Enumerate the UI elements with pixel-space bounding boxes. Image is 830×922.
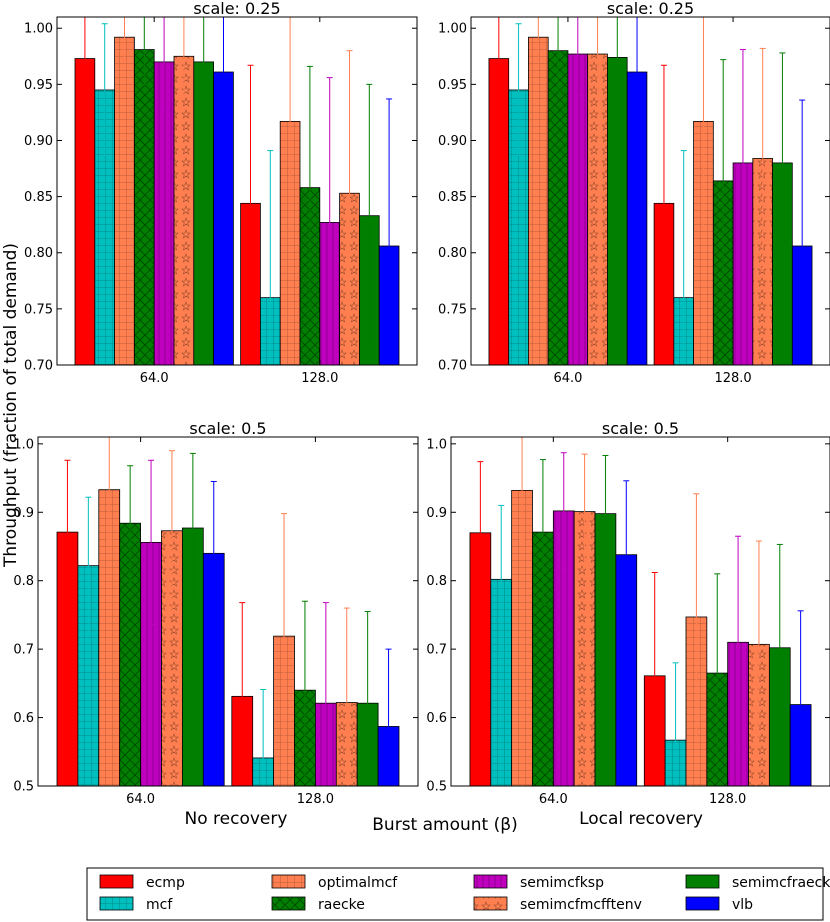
bar-hatch-mcf-64.0 xyxy=(94,89,115,365)
bar-hatch-semimcfksp-64.0 xyxy=(553,510,575,786)
y-tick-label: 0.70 xyxy=(24,359,53,374)
x-tick-label: 128.0 xyxy=(297,792,334,807)
x-axis-label: Burst amount (β) xyxy=(372,815,517,835)
x-tick-label: 64.0 xyxy=(140,371,169,386)
legend: ecmp mcf optimalmcf raecke semimcfksp semimcf… xyxy=(86,867,830,921)
bar-hatch-mcf-64.0 xyxy=(77,565,99,786)
x-tick-label: 128.0 xyxy=(709,792,746,807)
y-tick-label: 1.0 xyxy=(13,437,34,452)
legend-swatch-semimcfraecke xyxy=(685,874,720,889)
legend-swatch-vlb xyxy=(685,896,720,911)
legend-swatch-hatch-semimcfmcfftenv xyxy=(474,897,507,910)
y-tick-label: 0.75 xyxy=(24,302,53,317)
y-tick-label: 1.0 xyxy=(426,437,447,452)
bar-hatch-mcf-64.0 xyxy=(490,579,512,786)
bar-ecmp-64.0 xyxy=(488,58,510,365)
bar-hatch-optimalmcf-64.0 xyxy=(528,37,549,365)
chart-title: scale: 0.25 xyxy=(607,0,694,18)
chart-panel-2: 0.70 0.75 0.80 0.85 0.90 0.95 1.00 64.0 128.0 sca… xyxy=(438,0,830,386)
y-tick-label: 0.70 xyxy=(438,359,467,374)
legend-swatch-hatch-optimalmcf xyxy=(272,875,305,888)
chart-title: scale: 0.5 xyxy=(189,419,266,438)
plot-frame xyxy=(450,436,830,787)
y-tick-label: 0.6 xyxy=(426,711,447,726)
y-tick-label: 0.9 xyxy=(13,506,34,521)
y-tick-label: 0.85 xyxy=(438,190,467,205)
y-tick-label: 0.9 xyxy=(426,506,447,521)
bar-hatch-optimalmcf-64.0 xyxy=(511,490,533,786)
bar-hatch-optimalmcf-64.0 xyxy=(98,489,120,786)
y-tick-label: 0.95 xyxy=(438,78,467,93)
legend-swatch-hatch-raecke xyxy=(272,897,305,910)
y-tick-label: 1.00 xyxy=(24,22,53,37)
chart-title: scale: 0.25 xyxy=(193,0,280,18)
legend-label-ecmp: ecmp xyxy=(146,875,185,891)
x-tick-label: 64.0 xyxy=(539,792,568,807)
bar-hatch-raecke-64.0 xyxy=(548,50,568,365)
bar-hatch-semimcfmcfftenv-64.0 xyxy=(574,511,596,786)
bar-hatch-raecke-64.0 xyxy=(119,523,141,786)
bar-hatch-optimalmcf-128.0 xyxy=(280,121,300,365)
bars xyxy=(469,437,812,786)
chart-panel-3: 0.5 0.6 0.7 0.8 0.9 1.0 64.0 128.0 scale: 0.5 xyxy=(13,419,419,807)
chart-panel-4: 0.5 0.6 0.7 0.8 0.9 1.0 64.0 128.0 scale: 0.5 xyxy=(426,419,830,807)
x-tick-label: 64.0 xyxy=(553,371,582,386)
y-tick-label: 0.95 xyxy=(24,78,53,93)
y-tick-label: 0.80 xyxy=(24,246,53,261)
y-tick-label: 0.7 xyxy=(13,643,34,658)
legend-label-optimalmcf: optimalmcf xyxy=(318,875,398,891)
bar-hatch-raecke-64.0 xyxy=(134,49,155,365)
bar-hatch-optimalmcf-128.0 xyxy=(693,121,714,365)
bar-hatch-semimcfmcfftenv-64.0 xyxy=(161,530,183,786)
bar-hatch-raecke-64.0 xyxy=(532,532,554,786)
y-tick-label: 0.75 xyxy=(438,302,467,317)
column-label-local-recovery: Local recovery xyxy=(579,809,703,829)
bar-hatch-semimcfksp-64.0 xyxy=(567,54,588,365)
y-tick-label: 0.90 xyxy=(24,134,53,149)
chart-panel-1: 0.70 0.75 0.80 0.85 0.90 0.95 1.00 64.0 128.0 sca… xyxy=(24,0,418,386)
y-tick-label: 0.85 xyxy=(24,190,53,205)
bar-hatch-optimalmcf-64.0 xyxy=(114,37,135,365)
bar-hatch-mcf-64.0 xyxy=(508,89,529,365)
bar-hatch-semimcfmcfftenv-64.0 xyxy=(174,56,194,365)
bar-ecmp-64.0 xyxy=(74,58,96,365)
legend-swatch-hatch-semimcfksp xyxy=(474,875,507,888)
legend-label-semimcfksp: semimcfksp xyxy=(520,875,604,891)
bar-hatch-semimcfmcfftenv-64.0 xyxy=(587,54,608,365)
y-tick-label: 0.5 xyxy=(426,780,447,795)
y-tick-label: 0.6 xyxy=(13,711,34,726)
y-axis-label: Throughput (fraction of total demand) xyxy=(1,243,21,568)
legend-label-mcf: mcf xyxy=(146,897,173,913)
legend-swatch-ecmp xyxy=(99,874,134,889)
legend-swatch-hatch-mcf xyxy=(100,897,133,910)
y-tick-label: 0.8 xyxy=(13,574,34,589)
plot-frame xyxy=(37,436,419,787)
x-tick-label: 64.0 xyxy=(126,792,155,807)
y-tick-label: 0.80 xyxy=(438,246,467,261)
column-label-no-recovery: No recovery xyxy=(185,809,288,829)
bars xyxy=(56,437,400,786)
y-tick-label: 0.90 xyxy=(438,134,467,149)
bars xyxy=(74,17,400,365)
bar-hatch-semimcfksp-64.0 xyxy=(154,61,174,365)
chart-title: scale: 0.5 xyxy=(602,419,679,438)
y-tick-label: 0.8 xyxy=(426,574,447,589)
plot-frame xyxy=(56,16,418,366)
y-tick-label: 0.7 xyxy=(426,643,447,658)
panels: 0.70 0.75 0.80 0.85 0.90 0.95 1.00 64.0 128.0 sca… xyxy=(13,0,830,807)
plot-frame xyxy=(470,16,830,366)
legend-label-semimcfraecke: semimcfraecke xyxy=(732,875,830,891)
legend-label-vlb: vlb xyxy=(732,897,753,913)
x-tick-label: 128.0 xyxy=(301,371,338,386)
bars xyxy=(488,17,813,365)
y-tick-label: 1.00 xyxy=(438,22,467,37)
x-tick-label: 128.0 xyxy=(714,371,751,386)
bar-hatch-semimcfksp-64.0 xyxy=(140,542,162,786)
y-tick-label: 0.5 xyxy=(13,780,34,795)
legend-label-semimcfmcfftenv: semimcfmcfftenv xyxy=(520,897,642,913)
legend-label-raecke: raecke xyxy=(318,897,365,913)
